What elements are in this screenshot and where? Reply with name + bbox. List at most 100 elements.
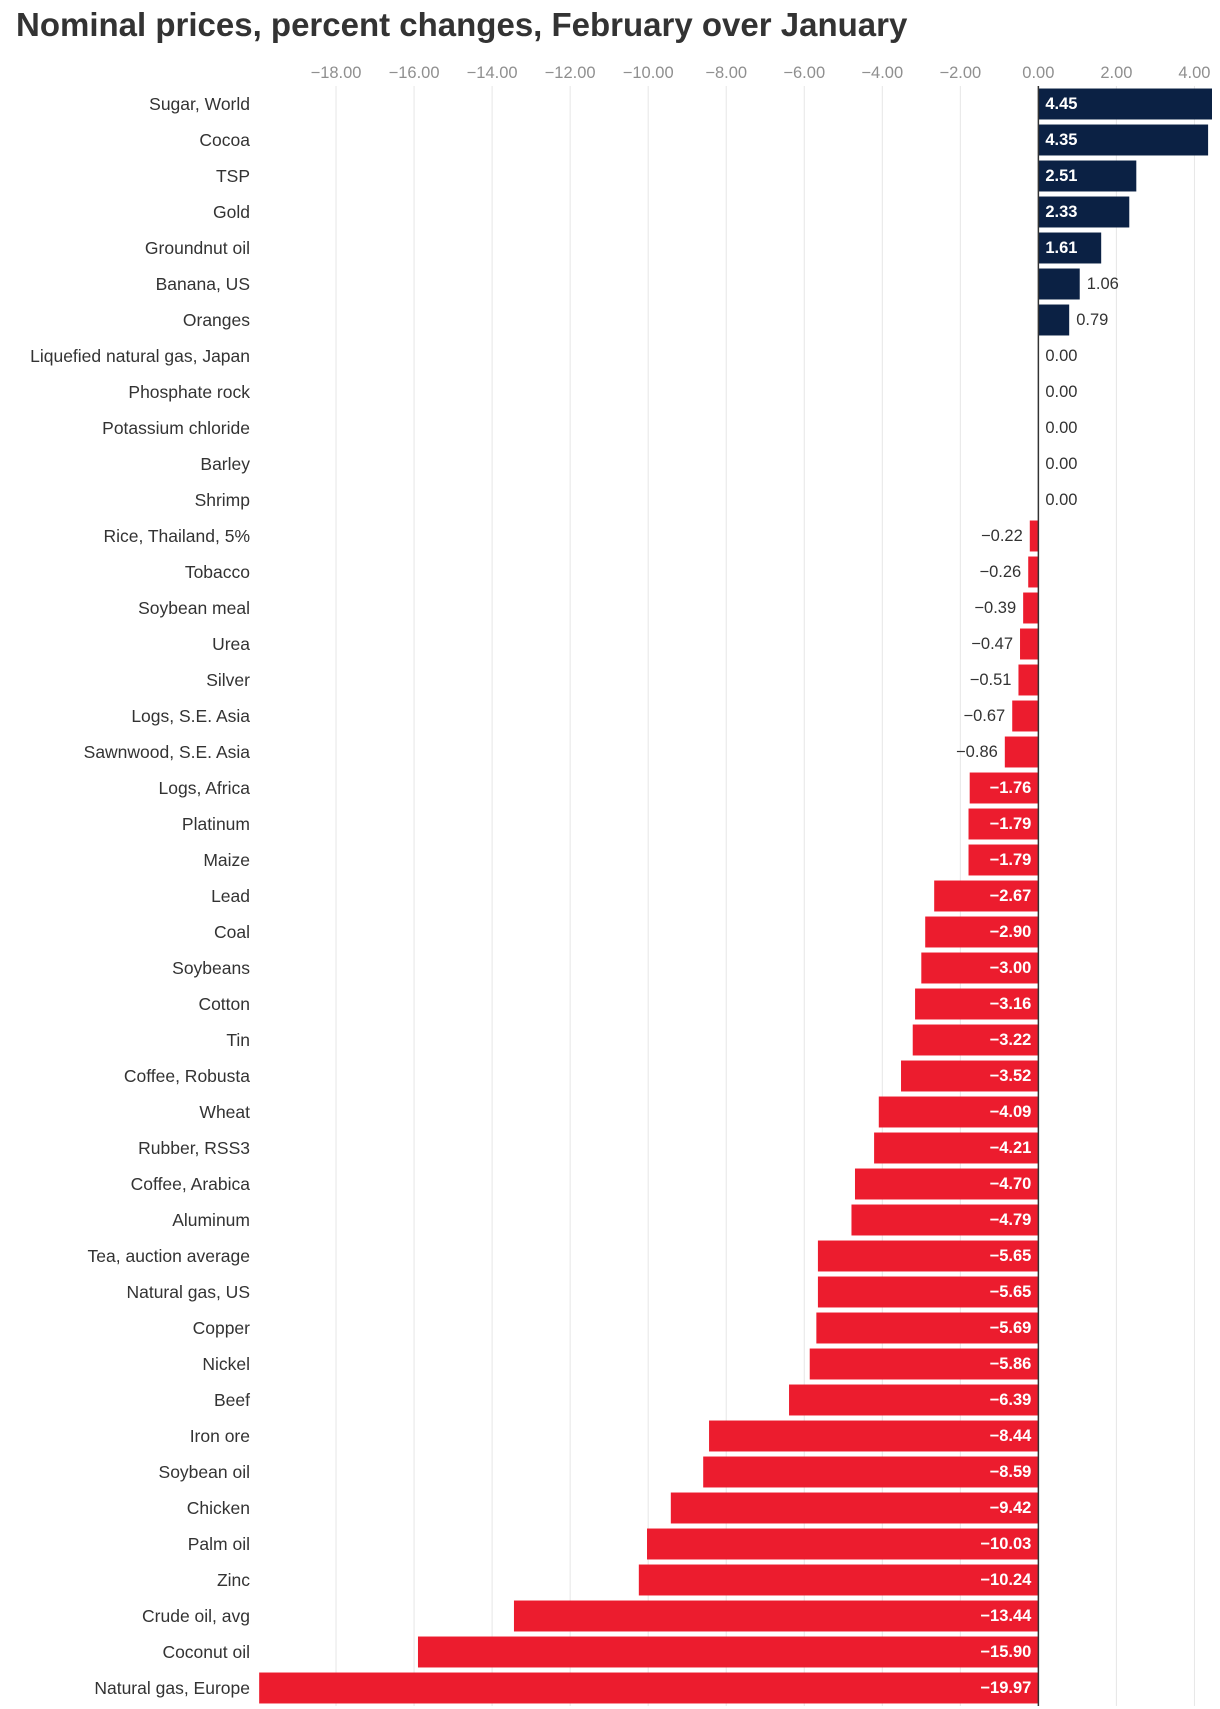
- category-label: Copper: [193, 1318, 251, 1338]
- x-tick-label: −4.00: [861, 64, 903, 82]
- x-tick-label: −6.00: [783, 64, 825, 82]
- category-label: Groundnut oil: [145, 238, 250, 258]
- bar: [851, 1204, 1039, 1236]
- chart-title: Nominal prices, percent changes, Februar…: [16, 6, 908, 43]
- bar: [1020, 628, 1039, 660]
- category-label: TSP: [216, 166, 250, 186]
- category-label: Cotton: [198, 994, 250, 1014]
- bar: [1029, 520, 1039, 552]
- data-label: −0.86: [956, 743, 998, 761]
- data-label: −3.00: [990, 959, 1032, 977]
- bar: [921, 952, 1039, 984]
- category-label: Sugar, World: [149, 94, 250, 114]
- data-label: 0.79: [1076, 311, 1108, 329]
- category-label: Sawnwood, S.E. Asia: [84, 742, 251, 762]
- bar: [1038, 88, 1212, 120]
- data-label: 0.00: [1045, 347, 1077, 365]
- data-label: −0.47: [971, 635, 1013, 653]
- bar: [1038, 124, 1209, 156]
- data-label: −8.44: [990, 1427, 1033, 1445]
- data-label: 0.00: [1045, 491, 1077, 509]
- bar: [647, 1528, 1039, 1560]
- bar: [854, 1168, 1039, 1200]
- x-tick-label: −10.00: [623, 64, 674, 82]
- data-label: −4.79: [990, 1211, 1032, 1229]
- data-label: −4.70: [990, 1175, 1032, 1193]
- bar: [1012, 700, 1039, 732]
- data-label: 4.35: [1045, 131, 1077, 149]
- category-label: Aluminum: [172, 1210, 250, 1230]
- category-label: Coffee, Robusta: [124, 1066, 250, 1086]
- category-label: Soybeans: [172, 958, 250, 978]
- bar: [1038, 160, 1137, 192]
- gridlines: [335, 86, 1195, 1706]
- category-label: Logs, S.E. Asia: [131, 706, 250, 726]
- x-axis-ticks: −18.00 −16.00 −14.00 −12.00 −10.00 −8.00 −6.00…: [311, 64, 1211, 82]
- data-label: −13.44: [980, 1607, 1032, 1625]
- data-label: 0.00: [1045, 383, 1077, 401]
- data-label: −10.24: [980, 1571, 1032, 1589]
- bar: [513, 1600, 1039, 1632]
- category-labels: Sugar, World Cocoa TSP Gold Groundnut oil Ban…: [30, 94, 250, 1698]
- data-label: −9.42: [990, 1499, 1032, 1517]
- bars: [259, 88, 1212, 1704]
- category-label: Lead: [211, 886, 250, 906]
- bar: [1004, 736, 1039, 768]
- x-tick-label: −2.00: [939, 64, 981, 82]
- data-label: −4.21: [990, 1139, 1032, 1157]
- bar: [816, 1312, 1039, 1344]
- data-label: −1.79: [990, 815, 1032, 833]
- data-label: −5.86: [990, 1355, 1032, 1373]
- bar: [1018, 664, 1039, 696]
- bar: [915, 988, 1039, 1020]
- bar: [789, 1384, 1039, 1416]
- data-label: −8.59: [990, 1463, 1032, 1481]
- category-label: Tin: [226, 1030, 250, 1050]
- category-label: Shrimp: [195, 490, 250, 510]
- data-label: −5.65: [990, 1283, 1032, 1301]
- data-label: −0.51: [970, 671, 1012, 689]
- bar: [703, 1456, 1039, 1488]
- category-label: Tobacco: [185, 562, 250, 582]
- data-label: −1.79: [990, 851, 1032, 869]
- data-label: −3.52: [990, 1067, 1032, 1085]
- x-tick-label: −18.00: [311, 64, 362, 82]
- category-label: Beef: [214, 1390, 250, 1410]
- category-label: Natural gas, US: [126, 1282, 250, 1302]
- bar: [968, 844, 1039, 876]
- x-tick-label: −8.00: [705, 64, 747, 82]
- data-label: −19.97: [980, 1679, 1031, 1697]
- category-label: Liquefied natural gas, Japan: [30, 346, 250, 366]
- category-label: Coffee, Arabica: [131, 1174, 251, 1194]
- data-labels: 4.45 4.35 2.51 2.33 1.61 1.06 0.79 0.00 0.00 0.00…: [956, 95, 1119, 1697]
- bar: [1038, 196, 1130, 228]
- data-label: 1.06: [1087, 275, 1119, 293]
- category-label: Palm oil: [188, 1534, 250, 1554]
- bar: [1023, 592, 1039, 624]
- category-label: Iron ore: [190, 1426, 250, 1446]
- category-label: Banana, US: [156, 274, 250, 294]
- bar: [1028, 556, 1039, 588]
- data-label: −15.90: [980, 1643, 1031, 1661]
- bar: [1038, 232, 1102, 264]
- bar: [417, 1636, 1039, 1668]
- category-label: Cocoa: [199, 130, 250, 150]
- bar: [709, 1420, 1039, 1452]
- data-label: −1.76: [990, 779, 1032, 797]
- x-tick-label: −16.00: [389, 64, 440, 82]
- data-label: −3.22: [990, 1031, 1032, 1049]
- data-label: −6.39: [990, 1391, 1032, 1409]
- data-label: −2.67: [990, 887, 1032, 905]
- category-label: Rubber, RSS3: [138, 1138, 250, 1158]
- category-label: Platinum: [182, 814, 250, 834]
- category-label: Barley: [200, 454, 250, 474]
- category-label: Zinc: [217, 1570, 250, 1590]
- category-label: Logs, Africa: [159, 778, 251, 798]
- data-label: −5.65: [990, 1247, 1032, 1265]
- data-label: 0.00: [1045, 419, 1077, 437]
- category-label: Chicken: [187, 1498, 250, 1518]
- data-label: −0.39: [974, 599, 1016, 617]
- bar: [878, 1096, 1039, 1128]
- bar: [912, 1024, 1039, 1056]
- data-label: −3.16: [990, 995, 1032, 1013]
